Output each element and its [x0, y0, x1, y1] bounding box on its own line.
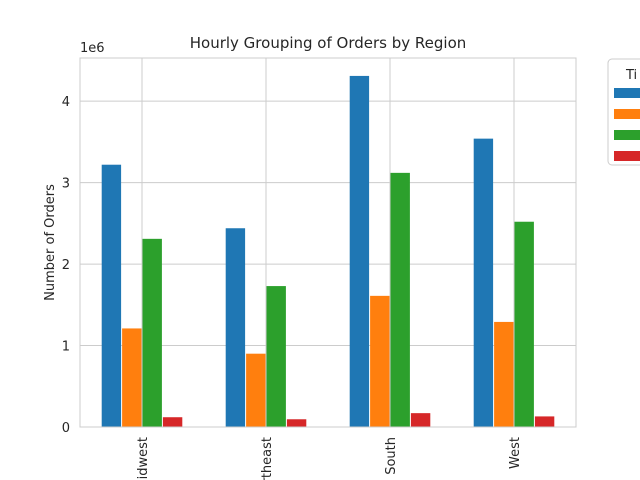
bar — [514, 221, 534, 427]
chart-title: Hourly Grouping of Orders by Region — [190, 34, 467, 52]
bar — [473, 138, 494, 427]
bar — [101, 164, 122, 427]
ticks: 0 1 2 3 4 Midwest Northeast South West — [62, 95, 523, 480]
bar — [370, 295, 390, 427]
y-tick-label: 2 — [62, 258, 70, 273]
y-tick-label: 3 — [62, 177, 70, 192]
legend-swatch — [614, 130, 640, 140]
grid — [80, 58, 576, 428]
x-tick-label: West — [508, 437, 523, 469]
bar — [410, 413, 431, 427]
bar — [494, 321, 514, 427]
bar — [122, 328, 142, 427]
y-axis-label: Number of Orders — [43, 184, 58, 301]
legend-swatch — [614, 151, 640, 161]
y-tick-label: 4 — [62, 95, 70, 110]
legend-swatch — [614, 109, 640, 119]
x-tick-label: Northeast — [260, 437, 275, 480]
legend-title: Ti — [625, 68, 637, 83]
y-offset-label: 1e6 — [80, 41, 105, 56]
bar — [266, 286, 286, 427]
bar — [390, 172, 410, 427]
bar — [225, 228, 246, 427]
bar — [534, 416, 555, 427]
legend: Ti — [607, 58, 640, 166]
legend-swatch — [614, 88, 640, 98]
bar — [142, 238, 162, 427]
bar — [162, 417, 183, 427]
y-tick-label: 1 — [62, 340, 70, 355]
x-tick-label: South — [384, 437, 399, 475]
plot-frame — [79, 57, 577, 428]
bar — [349, 75, 370, 427]
bars — [101, 75, 555, 427]
bar — [246, 353, 266, 427]
bar — [286, 419, 307, 427]
x-tick-label: Midwest — [136, 437, 151, 480]
y-tick-label: 0 — [62, 421, 70, 436]
